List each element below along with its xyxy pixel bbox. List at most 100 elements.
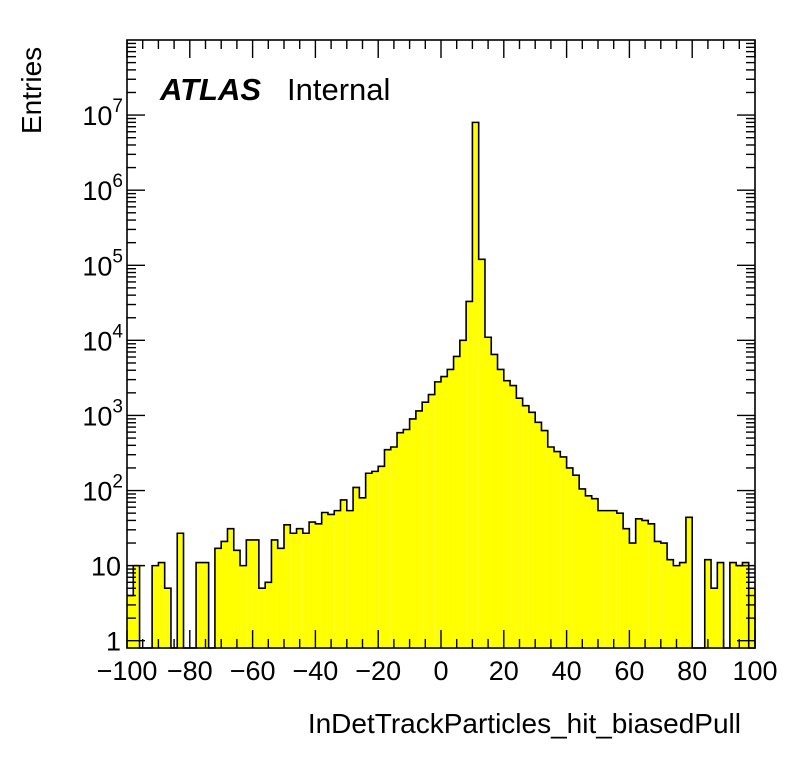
histogram-bin — [164, 588, 171, 648]
x-tick-label: 20 — [489, 656, 519, 686]
y-tick-label: 104 — [82, 321, 123, 356]
histogram-bin — [422, 402, 429, 648]
histogram-bin — [321, 512, 328, 648]
histogram-bin — [610, 510, 617, 648]
histogram-bin — [604, 510, 611, 648]
histogram-bin — [497, 369, 504, 648]
histogram-bin — [623, 528, 630, 648]
histogram-bin — [667, 559, 674, 648]
histogram-bin — [353, 487, 360, 648]
x-tick-label: −100 — [97, 656, 158, 686]
histogram-bin — [397, 432, 404, 648]
x-tick-label: −80 — [167, 656, 213, 686]
histogram-bin — [736, 565, 743, 648]
histogram-bin — [447, 369, 454, 648]
histogram-bin — [635, 518, 642, 648]
histogram-bin — [428, 394, 435, 648]
histogram-bin — [704, 559, 712, 648]
histogram-bin — [284, 524, 291, 648]
histogram-bin — [579, 488, 586, 648]
histogram-bin — [177, 533, 184, 648]
histogram-bin — [290, 533, 297, 648]
histogram-bin — [522, 405, 529, 648]
x-axis-title: InDetTrackParticles_hit_biasedPull — [308, 708, 741, 739]
y-tick-label: 106 — [82, 171, 123, 206]
histogram-bin — [158, 562, 165, 648]
histogram-bin — [296, 528, 303, 648]
histogram-bin — [459, 340, 467, 648]
y-tick-label: 1 — [106, 627, 121, 657]
histogram-bin — [302, 533, 310, 648]
x-tick-label: −40 — [292, 656, 338, 686]
histogram-bin — [535, 422, 542, 648]
y-axis-ticks — [127, 42, 755, 642]
histogram-bin — [221, 541, 228, 648]
histogram-bin — [648, 523, 655, 648]
histogram-bin — [554, 451, 561, 648]
histogram-bin — [660, 543, 668, 648]
histogram-bin — [516, 398, 523, 648]
histogram-bin — [616, 513, 624, 648]
x-tick-label: 100 — [732, 656, 777, 686]
histogram-bin — [127, 595, 134, 648]
histogram-bin — [441, 376, 448, 648]
histogram-bin — [233, 550, 241, 648]
histogram-bin — [384, 449, 391, 648]
histogram-bin — [378, 466, 385, 648]
histogram-bin — [591, 498, 598, 648]
histogram-bin — [334, 510, 341, 648]
histogram-bin — [484, 337, 492, 648]
x-tick-label: 80 — [677, 656, 707, 686]
histogram-bin — [528, 412, 536, 648]
histogram-bin — [717, 562, 724, 648]
histogram-bin — [673, 565, 680, 648]
histogram-bin — [547, 447, 555, 648]
histogram-bin — [466, 301, 473, 648]
histogram-bin — [491, 354, 498, 648]
histogram-bin — [202, 562, 209, 648]
y-tick-label: 105 — [82, 246, 123, 281]
histogram-bin — [415, 410, 423, 648]
histogram-bin — [685, 517, 693, 648]
histogram-bin — [572, 475, 580, 648]
y-tick-label: 103 — [82, 396, 123, 431]
histogram-bin — [271, 539, 278, 648]
y-axis-title: Entries — [16, 47, 47, 134]
histogram-bars — [127, 122, 756, 649]
histogram-bin — [265, 582, 272, 648]
histogram-bin — [227, 528, 234, 648]
histogram-bin — [641, 520, 649, 648]
histogram-bin — [315, 523, 322, 648]
histogram-bin — [598, 510, 605, 648]
histogram-bin — [327, 514, 335, 648]
histogram-bin — [277, 548, 284, 648]
histogram-bin — [679, 562, 686, 648]
histogram-bin — [346, 510, 354, 648]
histogram-bin — [403, 429, 410, 648]
histogram-bin — [133, 565, 140, 648]
histogram-bin — [541, 430, 548, 648]
histogram-bin — [365, 473, 372, 648]
internal-label: Internal — [287, 72, 390, 107]
histogram-bin — [560, 456, 567, 648]
histogram-bin — [258, 588, 266, 648]
histogram-bin — [390, 447, 398, 648]
histogram-bin — [252, 539, 259, 648]
histogram-bin — [629, 543, 636, 648]
histogram-bin — [729, 562, 737, 648]
x-tick-label: −20 — [355, 656, 401, 686]
histogram-bin — [503, 380, 511, 648]
histogram-bin — [434, 381, 441, 648]
histogram-bin — [510, 385, 517, 648]
histogram-bin — [566, 467, 573, 648]
x-tick-label: −60 — [230, 656, 276, 686]
y-tick-label: 107 — [82, 96, 123, 131]
histogram-bin — [196, 562, 203, 648]
y-tick-label: 10 — [91, 552, 121, 582]
histogram-bin — [472, 122, 479, 649]
x-tick-label: 40 — [552, 656, 582, 686]
histogram-bin — [654, 541, 661, 648]
y-axis-tick-labels: 1 10 102 103 104 105 106 107 — [82, 96, 123, 657]
histogram-bin — [340, 499, 347, 648]
